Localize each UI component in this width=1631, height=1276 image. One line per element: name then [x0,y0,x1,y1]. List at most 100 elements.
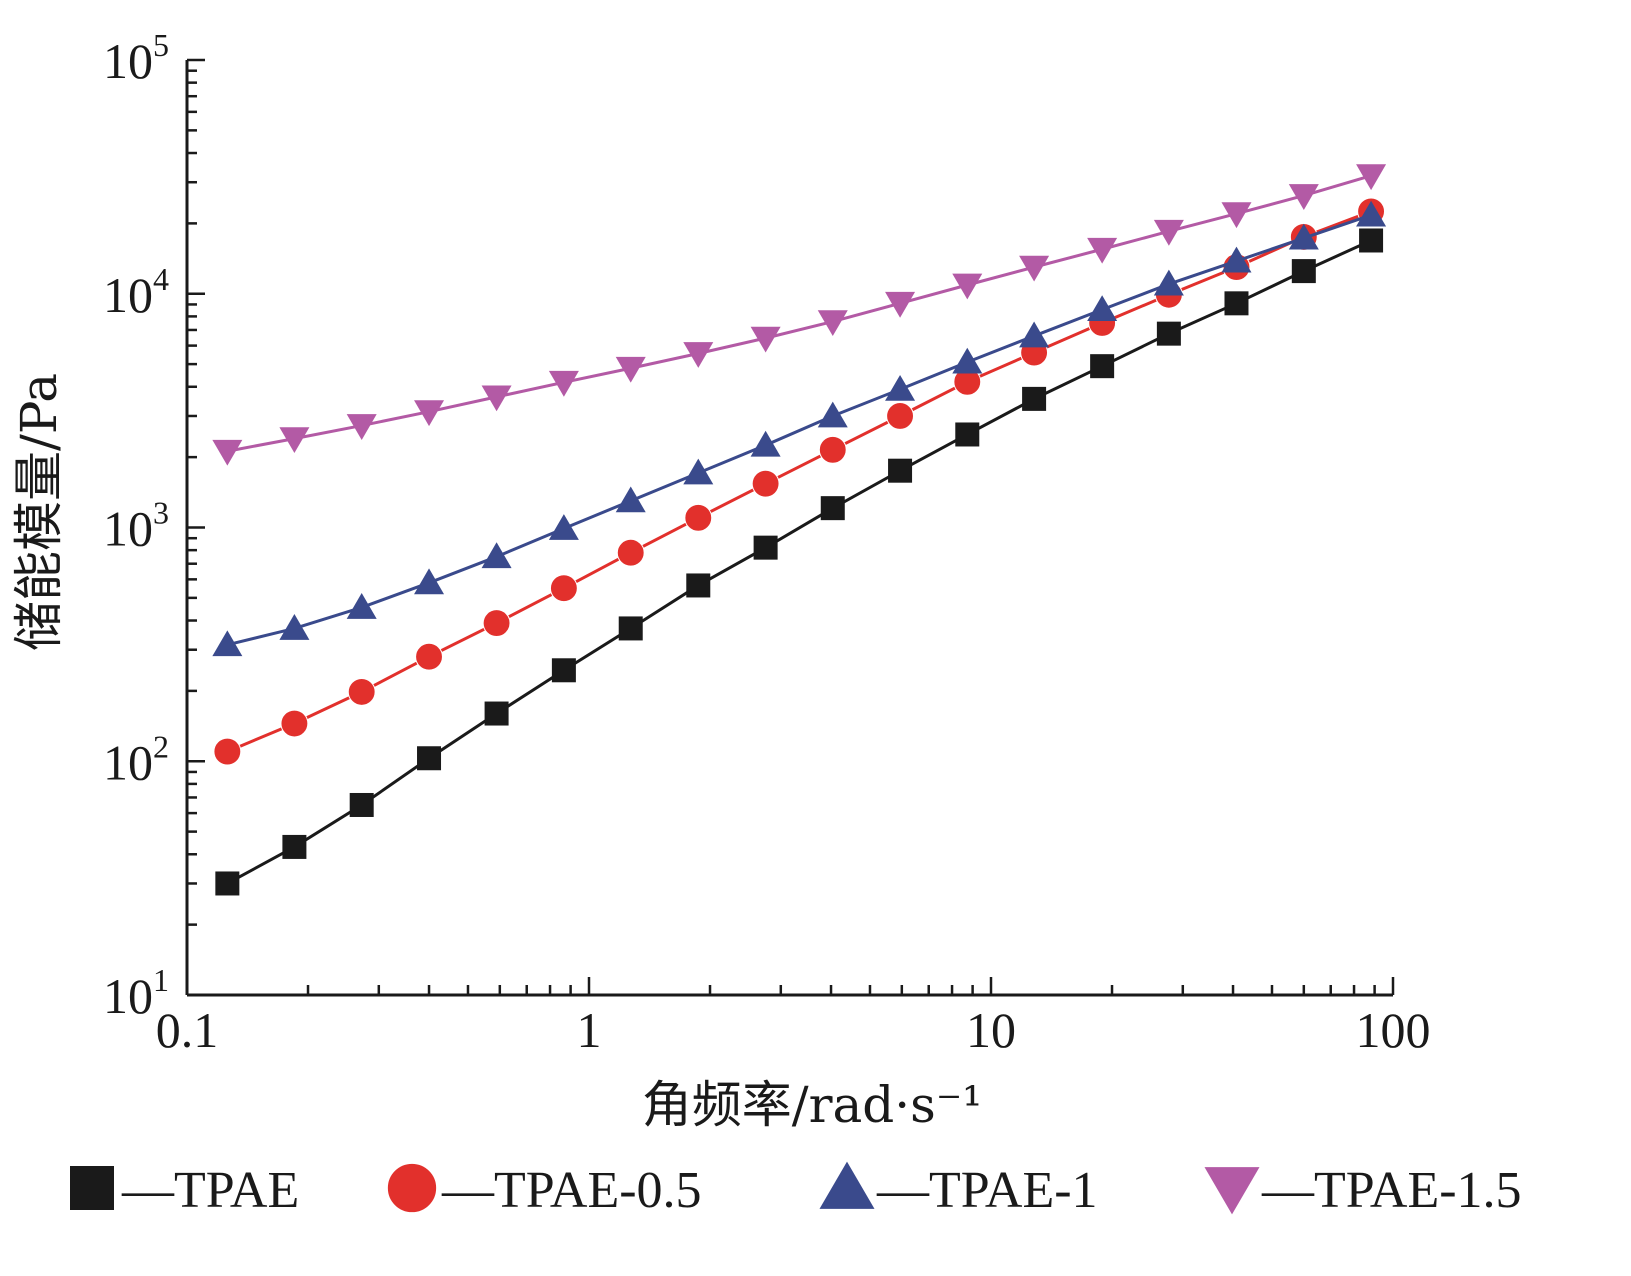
x-axis-title: 角频率/rad·s⁻¹ [642,1076,983,1134]
data-point [549,574,578,603]
data-point [683,342,714,368]
data-point [212,439,243,466]
axes: 0.1 1 10 100 101 102 103 104 105 [103,27,1431,1058]
data-point [750,430,781,457]
series-line [226,239,1372,885]
data-point [347,677,376,706]
data-point [820,496,845,521]
legend-marker [819,1161,875,1209]
data-point [615,486,646,513]
legend-label: —TPAE [121,1162,299,1219]
data-point [753,535,778,560]
data-point [279,614,310,640]
data-point [683,458,714,485]
data-point [1221,246,1252,273]
data-point [481,542,512,569]
x-tick-label: 100 [1356,1002,1431,1058]
data-point [888,458,913,483]
data-point [1291,259,1316,284]
data-point [280,709,309,738]
data-point [415,642,443,671]
data-point [616,538,645,567]
data-point [952,273,983,300]
data-point [1221,202,1252,229]
data-point [955,422,980,447]
data-point [1153,219,1184,246]
x-tick-label: 10 [966,1002,1016,1058]
data-point [1288,184,1319,210]
legend-marker [386,1162,438,1214]
data-point [212,630,243,657]
legend-item: —TPAE-1 [819,1161,1098,1219]
legend-item: —TPAE-1.5 [1204,1162,1522,1219]
data-point [484,701,509,726]
data-point [1019,255,1050,282]
series-tpae-0-5 [213,197,1386,766]
data-point [482,609,511,638]
data-point [618,616,643,641]
data-point [548,514,579,540]
data-point [282,834,307,859]
y-tick-label: 101 [103,962,169,1024]
data-point [1156,321,1181,346]
data-point [346,414,377,440]
legend-item: —TPAE [70,1162,299,1219]
data-point [885,291,916,318]
data-point [1288,223,1319,250]
series-tpae-1-5 [212,164,1387,466]
data-point [615,356,646,383]
x-tick-label: 0.1 [156,1002,219,1058]
data-point [551,658,576,683]
legend-label: —TPAE-1.5 [1261,1162,1522,1219]
x-tick-label: 1 [577,1002,602,1058]
data-point [279,427,310,454]
series-line [226,213,1372,647]
data-point [818,435,847,464]
legend-item: —TPAE-0.5 [386,1162,702,1219]
data-point [215,871,240,896]
data-point [1356,200,1387,227]
data-point [886,402,915,430]
data-point [750,326,781,353]
data-point [481,385,512,412]
data-point [684,503,713,532]
data-point [817,401,848,428]
legend-marker [70,1166,114,1210]
series-tpae-1 [212,200,1387,657]
data-point [686,573,711,598]
series-tpae [215,228,1384,896]
data-point [1356,164,1387,191]
data-point [414,568,445,595]
series-line [227,174,1372,453]
data-point [751,469,780,498]
legend-label: —TPAE-1 [876,1162,1098,1219]
data-point [1153,269,1184,296]
series-layer [212,164,1387,896]
data-point [1019,321,1050,348]
series-line [226,210,1372,753]
legend-marker [1204,1167,1260,1215]
legend: —TPAE —TPAE-0.5 —TPAE-1 —TPAE-1.5 [70,1161,1522,1219]
data-point [213,737,242,766]
data-point [417,746,442,771]
y-axis-title: 储能模量/Pa [10,373,68,651]
legend-label: —TPAE-0.5 [441,1162,702,1219]
data-point [414,400,445,427]
data-point [1224,291,1249,316]
data-point [952,347,983,374]
data-point [1087,237,1118,264]
data-point [817,310,848,337]
data-point [1359,228,1384,253]
data-point [349,792,374,817]
y-tick-label: 102 [103,728,169,790]
y-tick-label: 104 [103,261,169,323]
y-tick-label: 103 [103,495,169,557]
data-point [346,593,377,619]
data-point [1087,295,1118,322]
data-point [885,374,916,401]
data-point [1090,354,1115,379]
y-tick-label: 105 [103,27,169,89]
data-point [1022,386,1047,411]
